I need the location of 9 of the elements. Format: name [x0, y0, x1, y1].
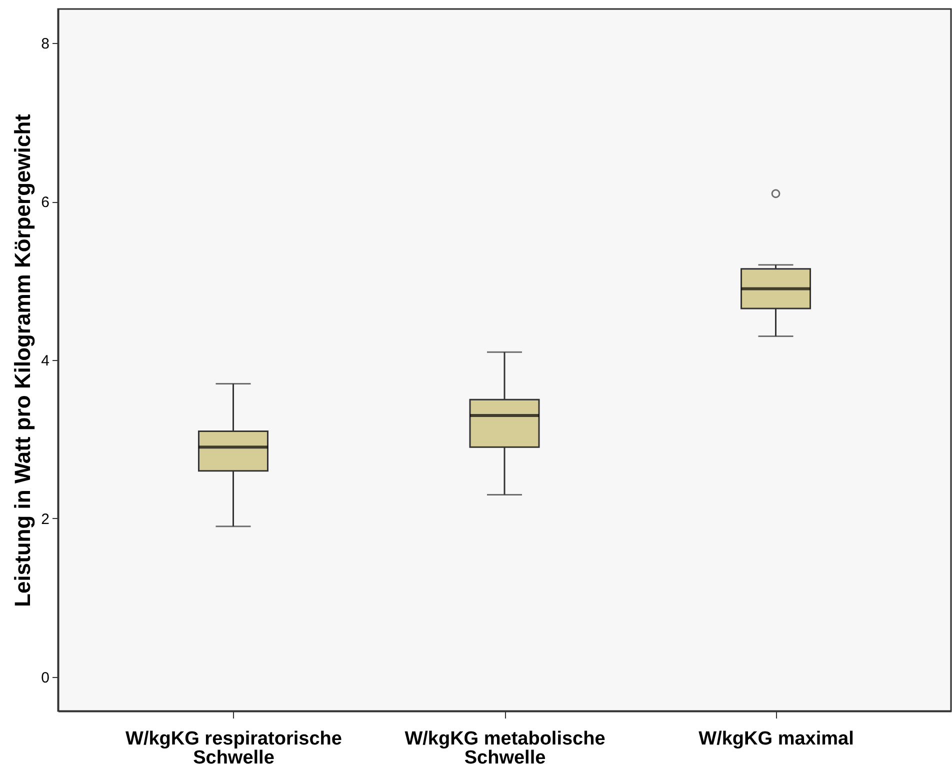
y-tick-label: 8	[41, 36, 50, 53]
y-tick-label: 0	[41, 669, 50, 686]
y-tick-label: 2	[41, 510, 50, 528]
x-tick-label: W/kgKG respiratorische Schwelle	[126, 728, 342, 768]
y-tick-label: 4	[41, 352, 50, 370]
x-tick-label: W/kgKG maximal	[698, 728, 854, 750]
y-axis-title: Leistung in Watt pro Kilogramm Körpergewicht	[10, 113, 36, 607]
x-tick-label: W/kgKG metabolische Schwelle	[404, 728, 606, 768]
y-tick-label: 6	[41, 194, 50, 212]
